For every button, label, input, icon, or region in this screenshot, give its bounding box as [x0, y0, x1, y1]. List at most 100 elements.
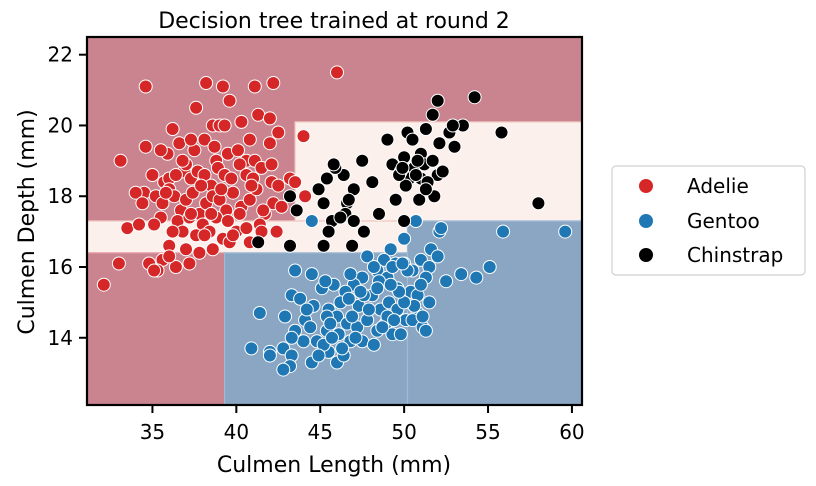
point-adelie-117: [264, 157, 279, 172]
point-adelie-49: [120, 221, 135, 236]
point-adelie-71: [288, 175, 303, 190]
y-tick-label-20: 20: [48, 113, 73, 137]
point-adelie-120: [175, 153, 190, 168]
point-chinstrap-1: [430, 93, 445, 108]
point-chinstrap-45: [345, 238, 360, 253]
point-gentoo-99: [345, 309, 360, 324]
y-axis-ticks: 14 16 18 20 22: [48, 43, 87, 350]
point-gentoo-95: [293, 291, 308, 306]
point-gentoo-106: [341, 291, 356, 306]
point-adelie-121: [184, 132, 198, 147]
point-chinstrap-0: [467, 90, 482, 105]
point-adelie-30: [145, 168, 160, 182]
x-tick-label-35: 35: [140, 420, 165, 444]
point-chinstrap-17: [425, 153, 440, 168]
legend-label-adelie: Adelie: [687, 174, 749, 198]
point-gentoo-82: [422, 295, 437, 310]
point-chinstrap-55: [531, 196, 546, 211]
point-adelie-98: [182, 256, 197, 271]
point-adelie-1: [199, 76, 214, 90]
y-tick-label-14: 14: [48, 326, 73, 350]
y-tick-label-18: 18: [48, 184, 73, 208]
point-adelie-92: [179, 242, 193, 257]
point-adelie-79: [220, 214, 235, 228]
legend-label-gentoo: Gentoo: [687, 209, 760, 233]
point-chinstrap-41: [321, 224, 336, 239]
point-adelie-110: [256, 203, 271, 218]
point-adelie-106: [184, 206, 198, 221]
point-gentoo-89: [366, 260, 381, 274]
point-adelie-42: [232, 157, 247, 172]
region-adelie-3: [86, 252, 226, 406]
point-adelie-33: [168, 168, 183, 182]
point-chinstrap-59: [395, 160, 410, 175]
point-chinstrap-25: [412, 192, 427, 207]
point-adelie-16: [138, 139, 153, 154]
point-chinstrap-43: [283, 238, 297, 253]
point-adelie-27: [153, 143, 168, 158]
point-chinstrap-10: [418, 122, 433, 136]
point-chinstrap-11: [432, 136, 447, 151]
point-gentoo-73: [348, 330, 363, 345]
point-adelie-4: [247, 79, 262, 94]
point-adelie-97: [168, 260, 183, 274]
x-axis-label: Culmen Length (mm): [217, 453, 451, 478]
point-chinstrap-51: [410, 153, 425, 168]
point-chinstrap-39: [289, 203, 304, 218]
y-tick-label-16: 16: [48, 255, 73, 279]
point-gentoo-1: [397, 231, 412, 246]
point-adelie-101: [111, 256, 126, 271]
scatter-points: [96, 65, 573, 377]
point-gentoo-103: [325, 330, 339, 345]
point-adelie-70: [274, 199, 289, 214]
point-adelie-7: [165, 122, 180, 136]
point-gentoo-72: [335, 341, 350, 356]
point-gentoo-78: [418, 323, 433, 338]
point-adelie-113: [194, 178, 209, 193]
point-adelie-83: [147, 217, 162, 232]
point-gentoo-61: [252, 306, 267, 320]
point-gentoo-93: [318, 274, 333, 289]
point-adelie-72: [298, 189, 313, 204]
point-adelie-2: [215, 79, 230, 94]
point-gentoo-9: [430, 249, 445, 264]
point-chinstrap-22: [388, 192, 403, 207]
point-adelie-6: [330, 65, 344, 80]
point-gentoo-63: [262, 348, 277, 363]
point-adelie-82: [132, 217, 146, 232]
point-adelie-12: [251, 107, 266, 122]
x-tick-label-55: 55: [475, 420, 500, 444]
point-adelie-73: [296, 129, 311, 144]
point-adelie-11: [234, 114, 249, 129]
point-chinstrap-54: [408, 168, 423, 182]
point-adelie-112: [165, 224, 180, 239]
point-gentoo-2: [408, 214, 423, 228]
point-chinstrap-31: [319, 171, 334, 186]
point-chinstrap-2: [425, 107, 440, 122]
point-chinstrap-38: [283, 189, 297, 204]
point-adelie-18: [172, 136, 187, 151]
point-adelie-13: [262, 111, 277, 126]
point-gentoo-5: [558, 224, 573, 239]
legend-marker-adelie: [639, 179, 653, 193]
point-chinstrap-52: [418, 182, 433, 197]
point-gentoo-100: [361, 302, 376, 317]
point-adelie-28: [113, 153, 128, 168]
point-chinstrap-47: [356, 224, 371, 239]
point-chinstrap-7: [380, 132, 395, 147]
point-gentoo-51: [296, 334, 311, 349]
point-gentoo-84: [454, 267, 469, 282]
x-tick-label-45: 45: [308, 420, 333, 444]
point-chinstrap-36: [316, 196, 331, 211]
point-adelie-105: [197, 228, 212, 243]
point-gentoo-104: [303, 320, 318, 335]
point-chinstrap-44: [251, 235, 266, 250]
point-adelie-116: [217, 118, 232, 133]
point-adelie-109: [239, 221, 254, 236]
legend-label-chinstrap: Chinstrap: [687, 243, 783, 267]
chart-title: Decision tree trained at round 2: [158, 9, 510, 34]
point-adelie-104: [162, 249, 177, 264]
point-adelie-41: [224, 171, 239, 186]
point-gentoo-4: [434, 221, 449, 236]
